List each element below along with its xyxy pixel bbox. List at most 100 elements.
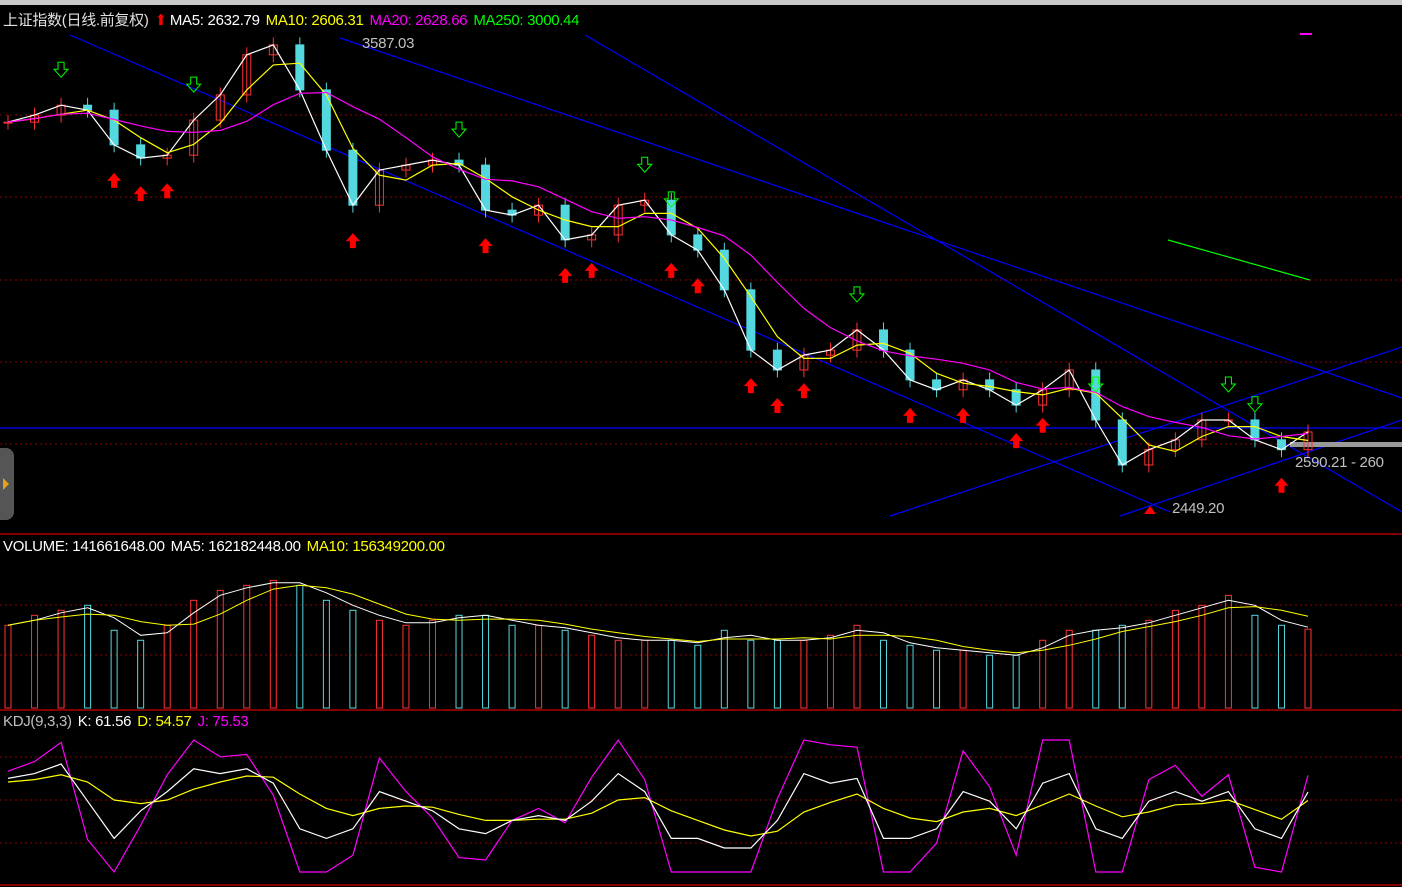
sell-arrow-icon: [1220, 376, 1237, 393]
volume-bar: [1145, 619, 1153, 709]
trend-line: [889, 346, 1402, 517]
volume-ma5-value: MA5: 162182448.00: [170, 538, 301, 555]
candle-body: [719, 249, 729, 291]
volume-bar: [349, 609, 357, 709]
candle-body: [321, 89, 331, 151]
volume-value: VOLUME: 141661648.00: [3, 538, 165, 555]
volume-bar: [137, 639, 145, 709]
buy-arrow-icon: [1274, 477, 1289, 493]
buy-arrow-icon: [690, 278, 705, 294]
trend-line: [339, 37, 1402, 399]
ma20-value: MA20: 2628.66: [369, 12, 468, 29]
candle-body: [905, 349, 915, 381]
k-line: [7, 763, 1309, 849]
volume-bar: [853, 624, 861, 709]
candle-body: [481, 164, 491, 211]
index-title: 上证指数(日线.前复权): [3, 12, 149, 29]
volume-bar: [1304, 628, 1312, 709]
window-top-bar: [0, 0, 1402, 5]
candle-body: [109, 109, 119, 146]
d-line: [7, 774, 1309, 837]
sell-arrow-icon: [52, 61, 70, 78]
volume-bar: [1039, 639, 1047, 709]
kdj-legend: KDJ(9,3,3) K: 61.56 D: 54.57 J: 75.53: [3, 713, 254, 730]
sell-arrow-icon: [185, 76, 202, 93]
kdj-title: KDJ(9,3,3): [3, 713, 72, 730]
volume-bar: [826, 634, 834, 709]
candle-body: [1250, 419, 1260, 441]
candle-body: [879, 329, 889, 351]
volume-bar: [1065, 629, 1073, 709]
volume-bar: [508, 624, 516, 709]
ma10-line: [7, 62, 1309, 453]
volume-bar: [402, 624, 410, 709]
volume-ma10-line: [7, 584, 1309, 654]
price-legend: 上证指数(日线.前复权) ⬆ MA5: 2632.79 MA10: 2606.31 MA…: [3, 9, 585, 30]
volume-bar: [269, 579, 277, 709]
buy-arrow-icon: [796, 383, 811, 399]
range-label: 2590.21 - 260: [1295, 454, 1384, 471]
signal-arrows: [52, 61, 1289, 514]
buy-arrow-icon: [956, 407, 971, 423]
volume-bar: [1092, 629, 1100, 709]
volume-bar: [482, 614, 490, 709]
side-panel-toggle[interactable]: [0, 448, 14, 520]
ma250-line: [1167, 239, 1311, 281]
j-line: [7, 738, 1309, 874]
buy-arrow-icon: [770, 397, 785, 413]
candle-body: [3, 121, 13, 124]
ma5-line: [7, 44, 1309, 466]
ma20-line: [7, 91, 1309, 440]
volume-bar: [959, 649, 967, 709]
candle-body: [560, 204, 570, 241]
sell-arrow-icon: [1087, 376, 1104, 393]
volume-bar: [84, 604, 92, 709]
low-label: 2449.20: [1172, 500, 1225, 517]
trend-line: [1119, 419, 1402, 517]
range-marker: [1290, 442, 1402, 447]
volume-bar: [163, 624, 171, 709]
sell-arrow-icon: [450, 121, 468, 138]
volume-bar: [296, 584, 304, 709]
buy-arrow-icon: [345, 233, 360, 249]
candle-body: [348, 149, 358, 206]
volume-bar: [322, 599, 330, 709]
volume-bar: [190, 599, 198, 709]
volume-bar: [428, 619, 436, 709]
buy-arrow-icon: [133, 186, 148, 202]
volume-legend: VOLUME: 141661648.00 MA5: 162182448.00 MA1…: [3, 538, 451, 555]
volume-bar: [667, 639, 675, 709]
volume-bar: [906, 644, 914, 709]
sell-arrow-icon: [848, 286, 866, 303]
volume-bar: [1251, 614, 1259, 709]
buy-arrow-icon: [478, 238, 493, 254]
volume-bar: [455, 614, 463, 709]
volume-bar: [880, 639, 888, 709]
volume-bars: [4, 579, 1312, 709]
volume-bar: [1012, 654, 1020, 709]
buy-arrow-icon: [107, 172, 122, 188]
volume-bar: [773, 639, 781, 709]
ma250-value: MA250: 3000.44: [473, 12, 580, 29]
buy-arrow-icon: [664, 262, 679, 278]
buy-arrow-icon: [743, 378, 758, 394]
buy-arrow-icon: [903, 407, 918, 423]
volume-ma5-line: [7, 582, 1309, 656]
volume-bar: [1198, 604, 1206, 709]
buy-arrow-icon: [160, 183, 175, 199]
sell-arrow-icon: [1246, 396, 1264, 413]
volume-bar: [561, 629, 569, 709]
volume-bar: [641, 639, 649, 709]
volume-bar: [1224, 594, 1232, 709]
volume-bar: [614, 639, 622, 709]
volume-bar: [720, 629, 728, 709]
candle-body: [746, 289, 756, 351]
sell-arrow-icon: [663, 191, 680, 208]
k-value: K: 61.56: [77, 713, 132, 730]
candle-body: [666, 199, 676, 236]
volume-bar: [57, 609, 65, 709]
volume-bar: [800, 639, 808, 709]
trend-line: [584, 34, 1402, 513]
volume-bar: [1171, 609, 1179, 709]
